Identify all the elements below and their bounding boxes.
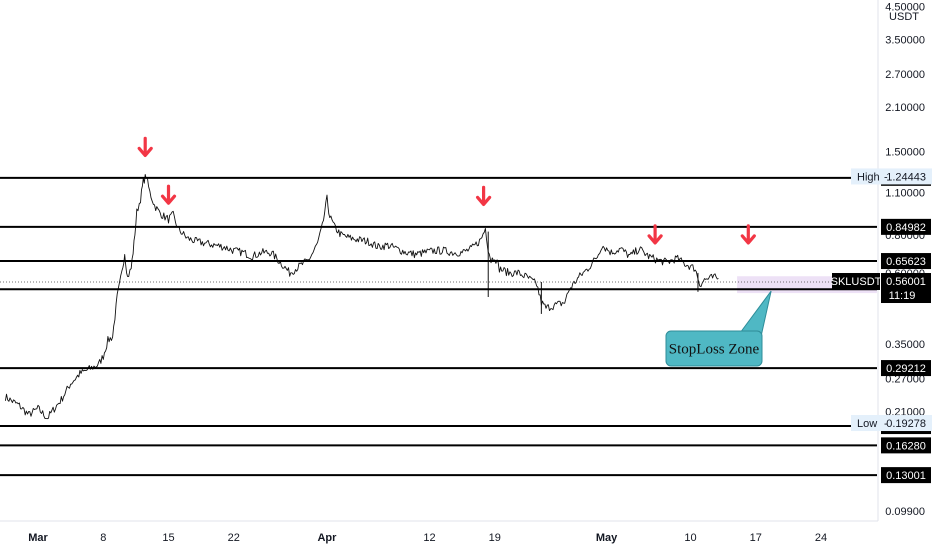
time-tick-label: 24 <box>815 532 827 544</box>
time-tick-label: 12 <box>423 532 435 544</box>
down-arrow-icon <box>740 224 756 245</box>
low-dash: - <box>884 418 888 430</box>
level-price-label: 0.29212 <box>886 363 926 375</box>
high-value: 1.24443 <box>886 171 926 183</box>
level-price-label: 0.65623 <box>886 256 926 268</box>
time-tick-label: 19 <box>489 532 501 544</box>
price-axis[interactable]: 4.50000 3.50000 2.70000 2.10000 1.50000 1.100… <box>831 1 932 518</box>
price-tick-label: 2.70000 <box>885 69 925 81</box>
level-price-box <box>881 218 931 235</box>
time-tick-label: Mar <box>28 532 48 544</box>
price-tick-label: 4.50000 <box>885 1 925 13</box>
down-arrow-head <box>160 194 177 205</box>
support-resistance-levels <box>0 176 877 477</box>
low-value: 0.19278 <box>886 418 926 430</box>
low-label: Low <box>857 418 877 430</box>
arrow-markers <box>137 136 756 245</box>
time-tick-label: 22 <box>228 532 240 544</box>
price-tick-label: 3.50000 <box>885 35 925 47</box>
down-arrow-head <box>137 146 153 157</box>
symbol-tag-box <box>832 273 880 291</box>
level-price-box <box>881 467 931 484</box>
level-price-label: 0.84982 <box>886 222 926 234</box>
level-price-box <box>881 253 931 270</box>
price-tick-label: 1.10000 <box>885 188 925 200</box>
time-tick-label: 15 <box>162 532 174 544</box>
high-dash: - <box>884 171 888 183</box>
stoploss-annotation[interactable]: StopLoss Zone <box>665 290 772 367</box>
time-axis[interactable]: Mar 8 15 22 Apr 12 19 May 10 17 24 <box>28 532 827 544</box>
price-tick-label: 0.27000 <box>885 373 925 385</box>
price-tick-label: 0.09900 <box>885 506 925 518</box>
time-tick-label: Apr <box>317 532 337 544</box>
down-arrow-head <box>740 234 756 245</box>
callout-box <box>665 330 763 367</box>
callout-text: StopLoss Zone <box>669 342 760 358</box>
price-tick-label: 2.10000 <box>885 102 925 114</box>
price-tick-label: 1.50000 <box>885 147 925 159</box>
down-arrow-icon <box>476 185 492 206</box>
time-tick-label: 8 <box>100 532 106 544</box>
high-label: High <box>857 171 880 183</box>
low-marker-box <box>851 415 932 432</box>
current-price-box <box>881 273 931 304</box>
high-marker-box <box>851 168 932 185</box>
price-tick-label: 0.35000 <box>885 339 925 351</box>
symbol-tag: SKLUSDT <box>831 276 882 288</box>
price-line <box>4 174 719 420</box>
down-arrow-head <box>647 234 663 245</box>
time-tick-label: May <box>596 532 618 544</box>
bar-countdown: 11:19 <box>889 290 916 302</box>
grid <box>0 0 879 522</box>
level-price-label: 0.16280 <box>886 440 926 452</box>
currency-label: USDT <box>889 11 919 23</box>
down-arrow-head <box>476 195 492 206</box>
down-arrow-icon <box>137 136 153 157</box>
level-price-box <box>881 360 931 377</box>
time-tick-label: 17 <box>750 532 762 544</box>
level-price-label: 0.13001 <box>886 470 926 482</box>
time-tick-label: 10 <box>684 532 696 544</box>
current-price-label: 0.56001 <box>886 276 926 288</box>
down-arrow-icon <box>160 184 177 205</box>
price-series <box>4 174 719 420</box>
level-price-box <box>881 437 931 454</box>
down-arrow-icon <box>647 224 663 245</box>
